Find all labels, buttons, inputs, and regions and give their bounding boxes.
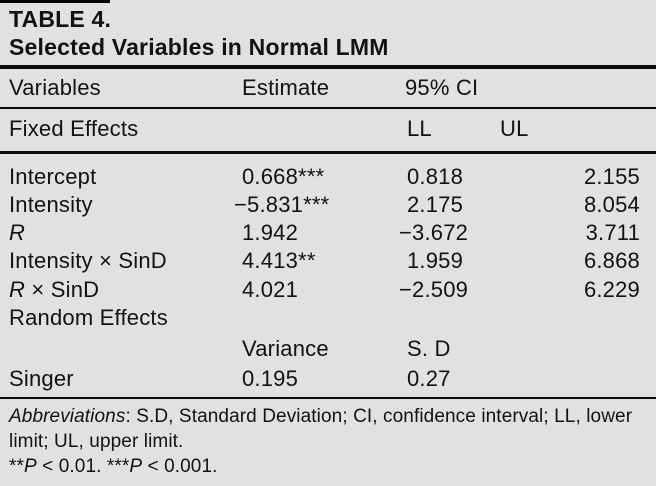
row-label: Singer xyxy=(9,366,74,391)
table-row-r: R 1.942 −3.672 3.711 xyxy=(0,219,656,247)
footnote-significance: **P < 0.01. ***P < 0.001. xyxy=(9,454,650,479)
ll-value: 1.959 xyxy=(407,248,464,273)
divider-under-subheader xyxy=(0,151,656,154)
ul-value: 3.711 xyxy=(585,220,640,245)
subheader-variance: Variance xyxy=(242,336,329,361)
header-row: Variables Estimate 95% CI xyxy=(0,74,656,102)
row-label: Intensity xyxy=(9,192,93,217)
divider-above-footnote xyxy=(0,397,656,399)
subheader-ul: UL xyxy=(500,116,529,141)
ll-value: 0.818 xyxy=(407,164,464,189)
header-estimate: Estimate xyxy=(242,75,330,100)
sd-value: 0.27 xyxy=(407,366,451,391)
table-row-r-sind: R × SinD 4.021 −2.509 6.229 xyxy=(0,276,656,304)
sig-stars: ** xyxy=(9,456,24,477)
table-number-label: TABLE 4. xyxy=(9,6,112,32)
estimate-value: 1.942 xyxy=(242,220,299,245)
row-label: R xyxy=(9,219,25,247)
divider-under-header xyxy=(0,107,656,109)
subheader-sd: S. D xyxy=(407,336,451,361)
ll-value: 2.175 xyxy=(407,192,464,217)
ul-value: 6.229 xyxy=(583,277,640,302)
footnote-block: Abbreviations: S.D, Standard Deviation; … xyxy=(9,404,650,479)
row-label: Intensity × SinD xyxy=(9,248,167,273)
footnote-abbreviations-line1: Abbreviations: S.D, Standard Deviation; … xyxy=(9,404,650,429)
random-effects-subheader-row: Variance S. D xyxy=(0,335,656,363)
subheader-row: Fixed Effects LL UL xyxy=(0,115,656,143)
variance-value: 0.195 xyxy=(242,366,299,391)
table-row-singer: Singer 0.195 0.27 xyxy=(0,365,656,393)
sig-text: < 0.001. xyxy=(142,456,218,477)
header-variables: Variables xyxy=(9,75,101,100)
abbreviations-label: Abbreviations xyxy=(9,406,126,427)
ll-value: −3.672 xyxy=(399,220,469,245)
table-title: Selected Variables in Normal LMM xyxy=(9,34,389,60)
estimate-value: 4.021 xyxy=(242,277,299,302)
top-crop-artifact-bar xyxy=(0,0,110,3)
estimate-value: −5.831*** xyxy=(234,192,330,217)
footnote-abbreviations-line2: limit; UL, upper limit. xyxy=(9,431,184,452)
table-row-intensity: Intensity −5.831*** 2.175 8.054 xyxy=(0,191,656,219)
ul-value: 2.155 xyxy=(583,164,640,189)
row-label-rest: × SinD xyxy=(25,277,100,302)
ul-value: 8.054 xyxy=(583,192,640,217)
row-label: Intercept xyxy=(9,164,97,189)
section-label: Random Effects xyxy=(9,305,168,330)
divider-top-thick xyxy=(0,65,656,69)
section-fixed-effects: Fixed Effects xyxy=(9,116,139,141)
estimate-value: 4.413** xyxy=(242,248,316,273)
section-random-effects: Random Effects xyxy=(0,304,656,332)
subheader-ll: LL xyxy=(407,116,432,141)
ul-value: 6.868 xyxy=(583,248,640,273)
estimate-value: 0.668*** xyxy=(242,164,325,189)
sig-text: < 0.01. *** xyxy=(36,456,130,477)
ll-value: −2.509 xyxy=(399,277,469,302)
row-label: R × SinD xyxy=(9,276,99,304)
header-95ci: 95% CI xyxy=(405,75,479,100)
abbreviations-text: : S.D, Standard Deviation; CI, confidenc… xyxy=(125,406,633,427)
sig-p: P xyxy=(129,456,143,477)
sig-p: P xyxy=(24,456,37,477)
table-title-block: TABLE 4. Selected Variables in Normal LM… xyxy=(9,5,389,61)
row-label-italic: R xyxy=(9,277,26,302)
table-row-intercept: Intercept 0.668*** 0.818 2.155 xyxy=(0,163,656,191)
row-label-italic: R xyxy=(9,220,26,245)
table-row-intensity-sind: Intensity × SinD 4.413** 1.959 6.868 xyxy=(0,247,656,275)
